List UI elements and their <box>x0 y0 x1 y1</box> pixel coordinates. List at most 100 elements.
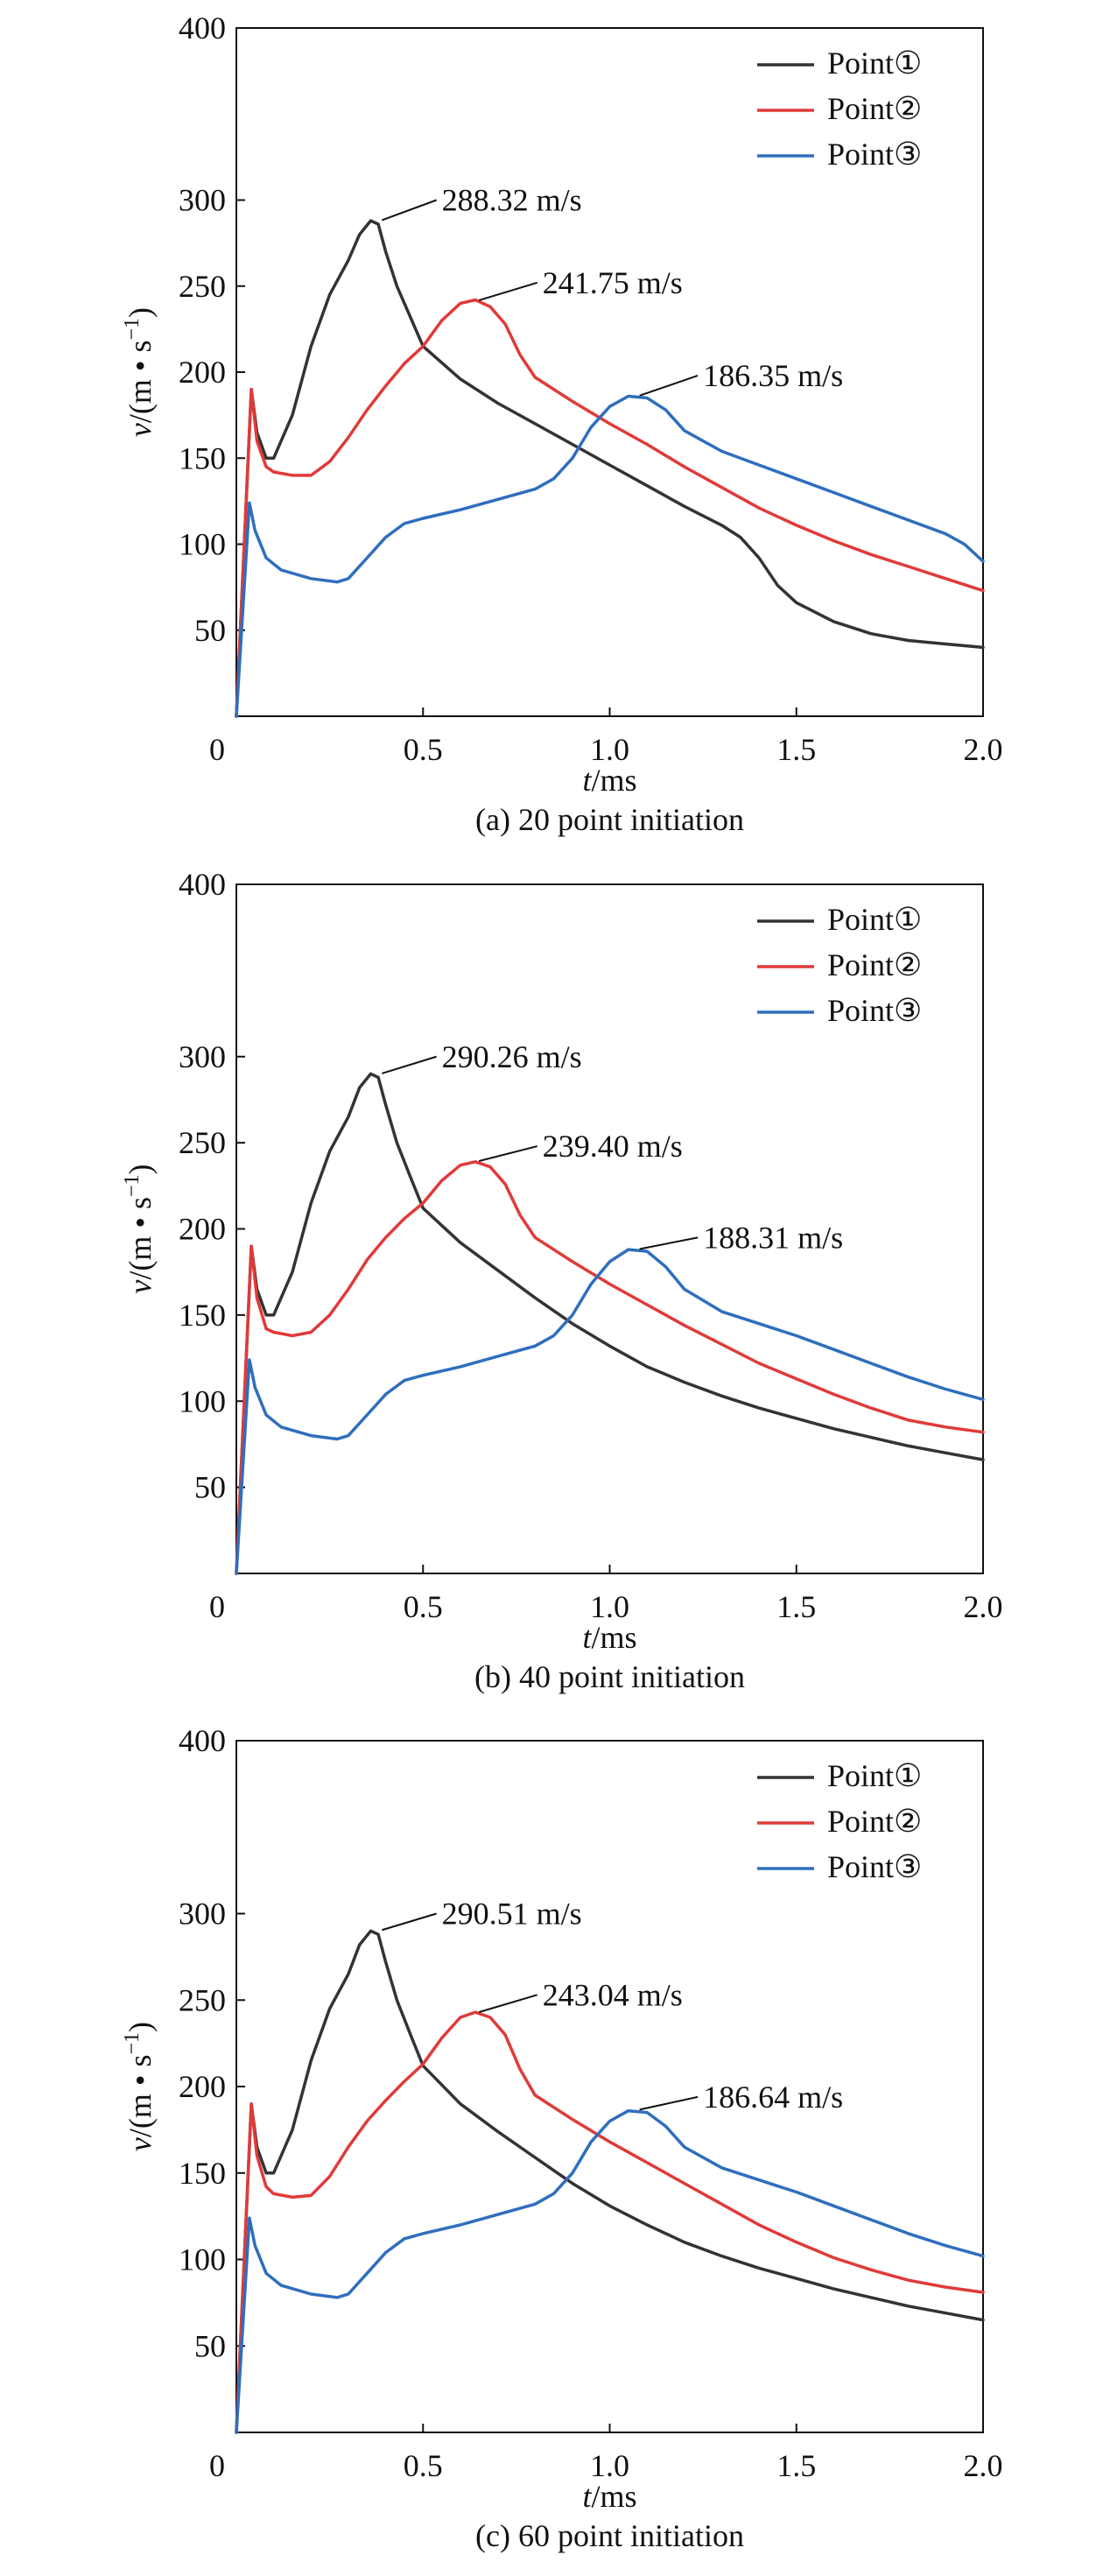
x-tick-label: 1.5 <box>776 1589 816 1624</box>
x-tick-label: 1.0 <box>590 732 629 767</box>
series-line-point-3 <box>235 394 985 718</box>
x-axis-label: t/ms <box>582 1620 636 1655</box>
y-tick-label: 100 <box>179 527 226 562</box>
annotation-leader-2 <box>639 374 699 397</box>
y-tick-label: 200 <box>179 355 226 390</box>
plot-frame <box>235 1740 984 2433</box>
legend-label-point-2: Point② <box>827 1804 922 1839</box>
peak-annotation-2: 186.35 m/s <box>703 358 843 393</box>
y-tick-label: 50 <box>194 2328 226 2363</box>
y-axis-label-exponent: −1 <box>121 1174 144 1197</box>
peak-annotation-1: 239.40 m/s <box>543 1129 683 1164</box>
y-tick-label: 150 <box>179 2156 226 2191</box>
annotation-leader-0 <box>382 1912 437 1932</box>
peak-annotation-0: 290.26 m/s <box>442 1039 582 1074</box>
y-axis-label-exponent: −1 <box>121 318 144 341</box>
y-tick-label: 400 <box>179 1723 226 1758</box>
y-tick-label: 300 <box>179 1039 226 1074</box>
x-tick-label: 2.0 <box>964 1589 1003 1624</box>
plot-frame <box>235 27 984 717</box>
series-line-point-2 <box>235 1160 985 1575</box>
chart-panel-0: 50 100 150 200 250 300 400 0 0.5 1.0 1.5 2.0 t/ms v/(… <box>121 11 1003 837</box>
annotation-leader-1 <box>478 1145 537 1162</box>
peak-annotation-0: 290.51 m/s <box>442 1897 582 1932</box>
x-tick-label: 1.0 <box>590 2448 629 2483</box>
annotation-leader-1 <box>478 281 538 301</box>
x-tick-label: 1.5 <box>776 2448 816 2483</box>
y-axis-label-unit: /(m • s <box>123 2054 158 2137</box>
y-axis-label-unit: /(m • s <box>123 340 158 423</box>
y-tick-label: 200 <box>179 2069 226 2104</box>
y-axis-label-var: v <box>123 2137 158 2151</box>
x-tick-label: 0.5 <box>404 732 443 767</box>
legend-label-point-3: Point③ <box>827 1849 922 1884</box>
legend-label-point-2: Point② <box>827 947 922 982</box>
y-axis-label-close: ) <box>123 2022 158 2032</box>
x-tick-label: 0 <box>209 1589 225 1624</box>
figure-caption: (b) 40 point initiation <box>474 1659 745 1694</box>
x-axis-label-var: t <box>582 763 592 798</box>
legend-label-point-1: Point① <box>827 902 922 937</box>
x-axis-label-var: t <box>582 2479 592 2514</box>
y-axis-label: v/(m • s−1) <box>121 2022 158 2151</box>
y-axis-label-exponent: −1 <box>121 2032 144 2055</box>
y-axis-label: v/(m • s−1) <box>121 1164 158 1293</box>
annotation-leader-2 <box>639 2095 699 2111</box>
peak-annotation-2: 186.64 m/s <box>703 2080 843 2115</box>
annotation-leader-0 <box>382 1055 437 1074</box>
figure-caption: (c) 60 point initiation <box>475 2518 744 2553</box>
y-tick-label: 300 <box>179 1897 226 1932</box>
y-tick-label: 400 <box>179 11 226 46</box>
y-tick-label: 200 <box>179 1212 226 1247</box>
x-tick-label: 1.5 <box>776 732 816 767</box>
y-tick-label: 250 <box>179 1982 226 2017</box>
y-tick-label: 50 <box>194 613 226 648</box>
annotation-leader-0 <box>381 199 437 222</box>
x-tick-label: 0.5 <box>404 1589 443 1624</box>
y-tick-label: 250 <box>179 269 226 304</box>
peak-annotation-1: 243.04 m/s <box>543 1977 683 2012</box>
series-line-point-2 <box>235 298 985 718</box>
series-line-point-1 <box>235 219 985 718</box>
chart-panel-2: 50 100 150 200 250 300 400 0 0.5 1.0 1.5 2.0 t/ms v/(… <box>121 1723 1003 2553</box>
figure-caption: (a) 20 point initiation <box>475 802 744 837</box>
y-tick-label: 250 <box>179 1125 226 1160</box>
y-axis-label-unit: /(m • s <box>123 1197 158 1280</box>
x-axis-label-unit: /ms <box>592 763 637 798</box>
y-tick-label: 150 <box>179 440 226 475</box>
y-tick-label: 300 <box>179 183 226 218</box>
peak-annotation-2: 188.31 m/s <box>703 1220 843 1255</box>
legend-label-point-3: Point③ <box>827 137 922 172</box>
x-axis-label-unit: /ms <box>592 2479 637 2514</box>
x-axis-label: t/ms <box>582 763 636 798</box>
legend-label-point-1: Point① <box>827 46 922 81</box>
x-axis-label-var: t <box>582 1620 592 1655</box>
x-tick-label: 2.0 <box>964 732 1003 767</box>
series-line-point-2 <box>235 2010 985 2434</box>
y-axis-label-var: v <box>123 1280 158 1294</box>
legend-label-point-3: Point③ <box>827 993 922 1028</box>
legend-label-point-1: Point① <box>827 1758 922 1793</box>
y-tick-label: 50 <box>194 1470 226 1505</box>
y-axis-label-close: ) <box>123 307 158 318</box>
x-axis-label-unit: /ms <box>592 1620 637 1655</box>
series-line-point-3 <box>235 1248 985 1575</box>
x-tick-label: 0 <box>209 732 225 767</box>
x-axis-label: t/ms <box>582 2479 636 2514</box>
y-axis-label-close: ) <box>123 1164 158 1174</box>
annotation-leader-1 <box>478 1994 538 2013</box>
annotation-leader-2 <box>639 1236 699 1250</box>
chart-panel-1: 50 100 150 200 250 300 400 0 0.5 1.0 1.5 2.0 t/ms v/(… <box>121 867 1003 1694</box>
y-tick-label: 100 <box>179 2242 226 2277</box>
x-tick-label: 1.0 <box>590 1589 629 1624</box>
peak-annotation-0: 288.32 m/s <box>442 183 582 218</box>
y-tick-label: 150 <box>179 1298 226 1333</box>
series-line-point-1 <box>235 1072 985 1575</box>
y-axis-label: v/(m • s−1) <box>121 307 158 437</box>
y-tick-label: 100 <box>179 1383 226 1418</box>
y-axis-label-var: v <box>123 423 158 437</box>
x-tick-label: 0 <box>209 2448 225 2483</box>
x-tick-label: 2.0 <box>964 2448 1003 2483</box>
peak-annotation-1: 241.75 m/s <box>543 265 683 300</box>
